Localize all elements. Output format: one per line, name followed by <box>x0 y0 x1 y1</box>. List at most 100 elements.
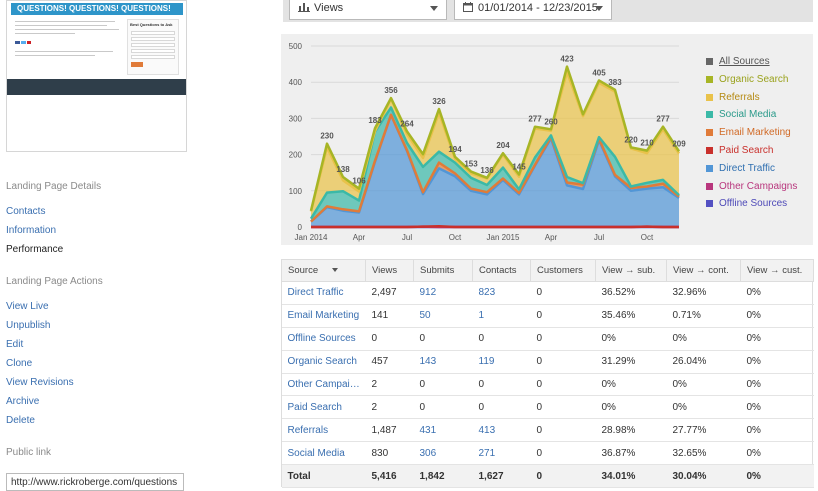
thumbnail-banner: QUESTIONS! QUESTIONS! QUESTIONS! <box>11 3 183 15</box>
unpublish-link[interactable]: Unpublish <box>6 320 50 331</box>
table-cell: 1,487 <box>366 419 414 442</box>
legend-label: Social Media <box>719 108 776 122</box>
source-name-cell[interactable]: Email Marketing <box>282 304 366 327</box>
source-name-cell[interactable]: Direct Traffic <box>282 282 366 305</box>
total-cell: 0% <box>741 465 814 488</box>
thumbnail-form-title: Best Questions to Ask <box>128 20 178 29</box>
col-customers-header[interactable]: Customers <box>531 260 596 282</box>
table-cell: 0 <box>531 282 596 305</box>
archive-link[interactable]: Archive <box>6 396 39 407</box>
total-cell: 1,627 <box>473 465 531 488</box>
edit-link[interactable]: Edit <box>6 339 23 350</box>
date-range-dropdown[interactable]: 01/01/2014 - 12/23/2015 <box>454 0 612 20</box>
table-cell: 0% <box>741 373 814 396</box>
col-contacts-header[interactable]: Contacts <box>473 260 531 282</box>
table-cell: 36.52% <box>596 282 667 305</box>
col-source-label: Source <box>288 265 318 276</box>
table-cell[interactable]: 119 <box>473 350 531 373</box>
clone-link[interactable]: Clone <box>6 358 32 369</box>
date-range-label: 01/01/2014 - 12/23/2015 <box>478 2 598 14</box>
metric-dropdown[interactable]: Views <box>289 0 447 20</box>
nav-information-link[interactable]: Information <box>6 225 56 236</box>
actions-heading: Landing Page Actions <box>6 276 103 287</box>
legend-swatch <box>706 165 713 172</box>
nav-contacts-link[interactable]: Contacts <box>6 206 45 217</box>
source-name-cell[interactable]: Organic Search <box>282 350 366 373</box>
source-name-cell[interactable]: Offline Sources <box>282 327 366 350</box>
left-sidebar: QUESTIONS! QUESTIONS! QUESTIONS! Best Qu… <box>0 0 200 487</box>
legend-label: Paid Search <box>719 144 773 158</box>
legend-swatch <box>706 76 713 83</box>
source-name-cell[interactable]: Social Media <box>282 442 366 465</box>
total-cell: 5,416 <box>366 465 414 488</box>
table-cell: 36.87% <box>596 442 667 465</box>
table-cell: 26.04% <box>667 350 741 373</box>
view-live-link[interactable]: View Live <box>6 301 49 312</box>
table-cell: 0 <box>531 419 596 442</box>
table-cell: 0 <box>414 327 473 350</box>
delete-link[interactable]: Delete <box>6 415 35 426</box>
nav-performance-current: Performance <box>6 244 63 255</box>
col-source-header[interactable]: Source <box>282 260 366 282</box>
table-cell[interactable]: 50 <box>414 304 473 327</box>
table-header-row: Source Views Submits Contacts Customers … <box>282 260 814 282</box>
table-cell: 0% <box>667 396 741 419</box>
table-cell: 2 <box>366 396 414 419</box>
table-cell: 0% <box>741 350 814 373</box>
table-cell: 0 <box>473 373 531 396</box>
legend-swatch <box>706 147 713 154</box>
legend-label: Referrals <box>719 91 760 105</box>
table-cell: 27.77% <box>667 419 741 442</box>
landing-page-thumbnail[interactable]: QUESTIONS! QUESTIONS! QUESTIONS! Best Qu… <box>6 0 187 152</box>
calendar-icon <box>463 2 473 12</box>
table-cell: 0 <box>414 396 473 419</box>
source-name-cell[interactable]: Referrals <box>282 419 366 442</box>
thumbnail-footer <box>7 79 187 95</box>
col-submits-header[interactable]: Submits <box>414 260 473 282</box>
total-cell: 34.01% <box>596 465 667 488</box>
metric-selected-label: Views <box>314 2 343 14</box>
table-cell: 0% <box>596 327 667 350</box>
table-cell: 141 <box>366 304 414 327</box>
table-cell: 0% <box>741 327 814 350</box>
legend-label: Other Campaigns <box>719 180 797 194</box>
legend-swatch <box>706 183 713 190</box>
table-cell[interactable]: 413 <box>473 419 531 442</box>
public-link-heading: Public link <box>6 447 51 458</box>
view-revisions-link[interactable]: View Revisions <box>6 377 74 388</box>
col-views-header[interactable]: Views <box>366 260 414 282</box>
table-cell[interactable]: 823 <box>473 282 531 305</box>
table-cell: 2 <box>366 373 414 396</box>
legend-swatch <box>706 200 713 207</box>
table-cell: 0 <box>473 396 531 419</box>
table-cell[interactable]: 271 <box>473 442 531 465</box>
chevron-down-icon <box>595 6 603 11</box>
table-cell[interactable]: 431 <box>414 419 473 442</box>
source-name-cell[interactable]: Other Campai… <box>282 373 366 396</box>
table-cell: 0 <box>531 304 596 327</box>
public-link-input[interactable] <box>6 473 184 491</box>
legend-label: Email Marketing <box>719 126 791 140</box>
chart-toolbar: Views 01/01/2014 - 12/23/2015 <box>283 0 813 22</box>
col-view-cust-header[interactable]: View → cust. <box>741 260 814 282</box>
col-view-cont-header[interactable]: View → cont. <box>667 260 741 282</box>
chevron-down-icon <box>430 6 438 11</box>
table-cell[interactable]: 1 <box>473 304 531 327</box>
table-cell[interactable]: 306 <box>414 442 473 465</box>
table-cell: 0 <box>531 396 596 419</box>
source-name-cell[interactable]: Paid Search <box>282 396 366 419</box>
table-cell[interactable]: 912 <box>414 282 473 305</box>
table-cell: 0 <box>414 373 473 396</box>
sort-arrow-icon <box>332 268 338 272</box>
legend-label: Direct Traffic <box>719 162 775 176</box>
table-cell[interactable]: 143 <box>414 350 473 373</box>
col-view-sub-header[interactable]: View → sub. <box>596 260 667 282</box>
